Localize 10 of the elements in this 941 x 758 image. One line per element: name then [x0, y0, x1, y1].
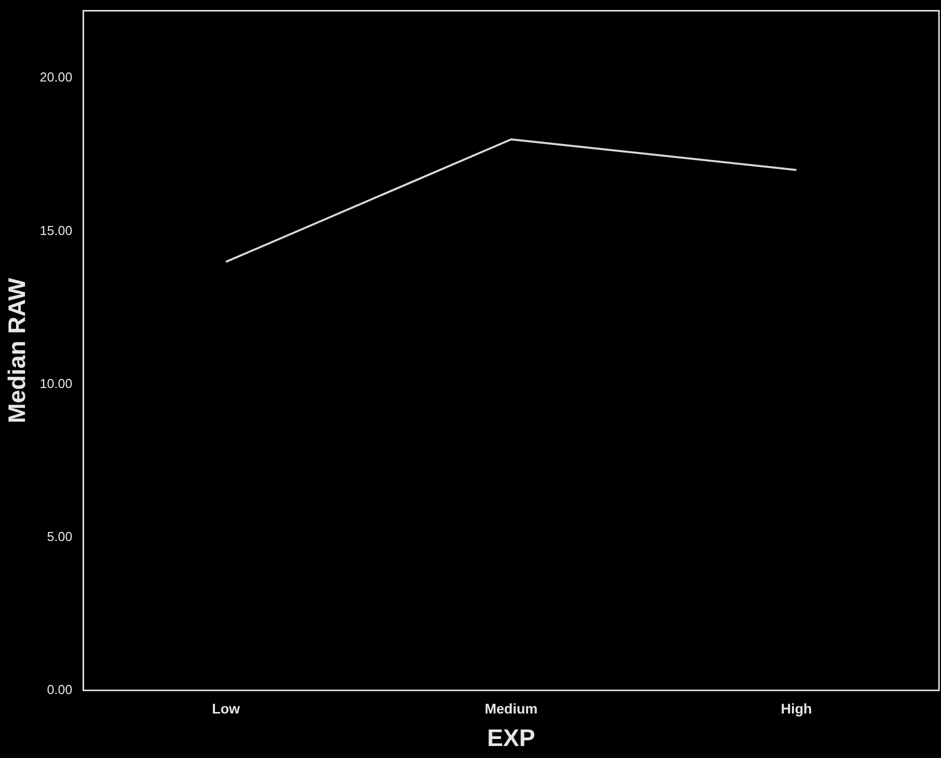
y-tick-label: 15.00: [40, 222, 72, 238]
y-axis-title: Median RAW: [4, 278, 32, 424]
y-tick-label: 20.00: [40, 70, 72, 85]
x-tick-label: Medium: [484, 700, 538, 717]
y-tick-label: 10.00: [40, 376, 72, 391]
x-axis-title: EXP: [487, 725, 536, 752]
y-tick-label: 0.00: [47, 682, 72, 697]
y-tick-label: 5.00: [47, 528, 72, 544]
x-tick-label: High: [780, 700, 812, 717]
x-tick-label: Low: [212, 700, 240, 717]
